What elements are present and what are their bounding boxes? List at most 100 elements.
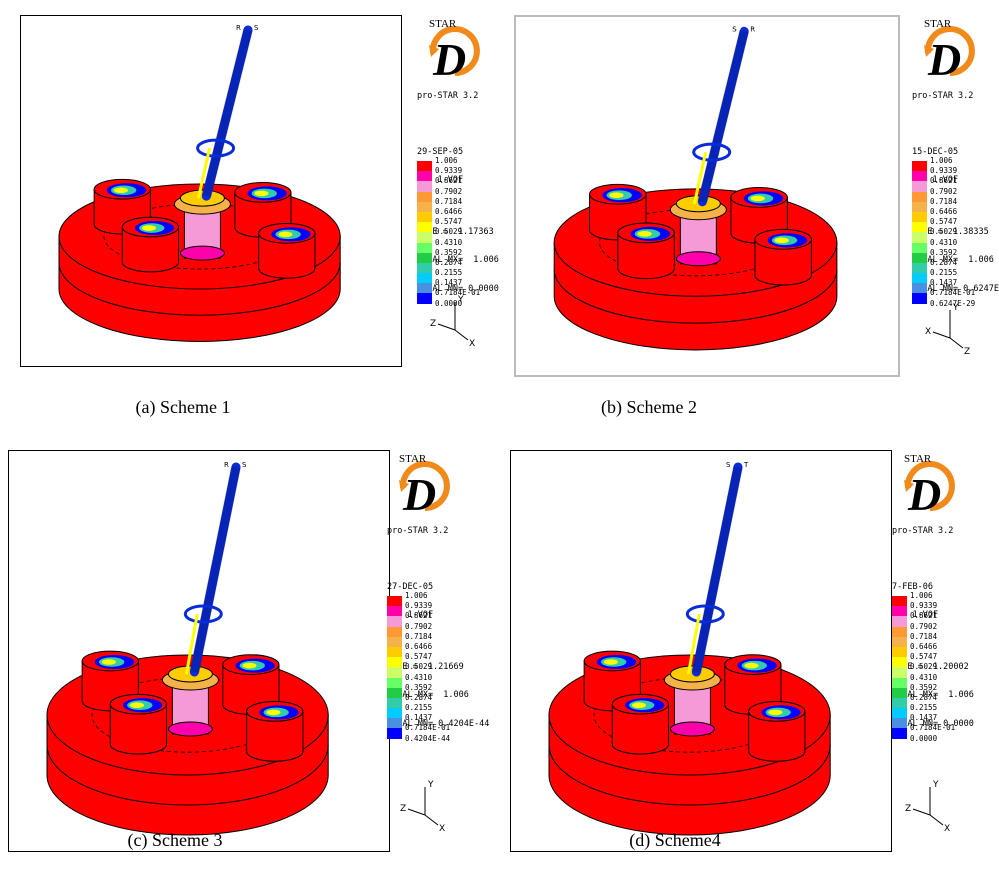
legend-swatch (417, 232, 432, 243)
legend-swatch (892, 646, 907, 658)
legend-swatch (387, 626, 402, 637)
legend-swatch (912, 232, 927, 243)
legend-value: 0.8621 (435, 176, 463, 186)
legend-swatch (892, 708, 907, 719)
legend-value: 0.6466 (910, 641, 938, 651)
legend-value: 0.8621 (910, 611, 938, 621)
legend-swatch (892, 626, 907, 637)
star-cd-logo-icon: STAR D (904, 453, 955, 520)
logo-word: STAR (399, 453, 427, 465)
version-label: pro-STAR 3.2 (417, 91, 479, 101)
legend-swatch (892, 728, 907, 739)
legend-value: 0.2155 (435, 268, 463, 278)
legend-value: 0.5747 (930, 217, 958, 227)
axis-label-left: Z (400, 804, 406, 814)
legend-swatch (417, 252, 432, 263)
legend-value: 0.2155 (405, 703, 433, 713)
legend-value: 0.4310 (910, 672, 938, 682)
rod-label-b: R (750, 25, 755, 33)
legend-value: 0.7184E-01 (910, 723, 956, 733)
axis-label-left: Z (905, 804, 911, 814)
figure-caption: (b) Scheme 2 (601, 397, 697, 417)
legend-value: 0.5029 (930, 227, 958, 237)
casting-geometry (548, 462, 831, 836)
logo-word: STAR (904, 453, 932, 465)
legend-value: 0.7184E-01 (435, 288, 481, 298)
legend-value: 0.3592 (930, 247, 958, 257)
legend-value: 0.3592 (435, 247, 463, 257)
rod-label-a: S (726, 461, 731, 469)
axis-label-left: Z (430, 319, 436, 329)
legend-swatch (912, 242, 927, 253)
time-label: TIME = 1.21669 (387, 661, 464, 672)
case-label: SC 1-VOF (387, 610, 434, 620)
legend-swatch (417, 262, 432, 274)
legend-swatch (417, 161, 432, 172)
casting-geometry (46, 462, 329, 836)
axis-triad-icon: Y Z X (430, 295, 475, 349)
legend-swatch (892, 687, 907, 698)
rod-label-a: S (732, 25, 737, 33)
axis-triad-icon: Y Z X (400, 780, 445, 834)
casting-geometry (58, 25, 341, 342)
legend-swatch (387, 718, 402, 729)
legend-value: 0.5029 (910, 662, 938, 672)
legend-swatch (912, 161, 927, 172)
legend-swatch (912, 201, 927, 212)
legend-swatch (417, 293, 432, 304)
axis-label-right: X (469, 339, 475, 349)
legend-value: 0.3592 (405, 682, 433, 692)
legend-value: 0.2874 (405, 692, 433, 702)
legend-value: 1.006 (910, 591, 933, 600)
legend-swatch (417, 181, 432, 192)
legend-swatch (912, 293, 927, 304)
legend-value: 0.8621 (930, 176, 958, 186)
legend-swatch (912, 171, 927, 182)
legend-swatch (387, 708, 402, 719)
axis-triad-icon: Y Z X (905, 780, 950, 834)
legend-swatch (417, 273, 432, 284)
figure-caption: (a) Scheme 1 (135, 397, 231, 417)
legend-value: 1.006 (930, 156, 953, 165)
axis-label-right: X (439, 824, 445, 834)
legend-swatch (417, 201, 432, 212)
legend-swatch (387, 728, 402, 739)
legend-swatch (912, 283, 927, 294)
local-max-label: LOCAL MX= 1.006 (387, 690, 469, 700)
legend-value: 0.7902 (435, 186, 463, 196)
legend-value: 0.1437 (405, 713, 433, 723)
date-label: 27-DEC-05 (387, 581, 434, 592)
date-label: 29-SEP-05 (417, 146, 464, 157)
legend-value: 0.6247E-29 (930, 298, 976, 308)
legend-swatch (892, 606, 907, 617)
legend-swatch (912, 262, 927, 274)
legend-swatch (387, 677, 402, 688)
legend-value: 0.0000 (435, 298, 463, 308)
legend-swatch (892, 697, 907, 709)
axis-triad-icon: Y X Z (925, 303, 970, 357)
legend-swatch (387, 596, 402, 607)
legend-value: 0.7184 (910, 631, 938, 641)
legend-value: 0.6466 (435, 206, 463, 216)
logo-word: STAR (429, 18, 457, 30)
legend-value: 0.4310 (930, 237, 958, 247)
legend-swatch (387, 687, 402, 698)
legend-value: 0.1437 (930, 278, 958, 288)
legend-value: 0.7902 (405, 621, 433, 631)
legend-swatch (387, 606, 402, 617)
legend-swatch (892, 636, 907, 647)
legend-swatch (912, 181, 927, 192)
legend-swatch (387, 657, 402, 668)
legend-swatch (387, 636, 402, 647)
axis-label-vertical: Y (427, 780, 434, 790)
legend-value: 0.9339 (435, 166, 463, 176)
legend-value: 0.7184 (435, 196, 463, 206)
legend-value: 0.8621 (405, 611, 433, 621)
legend-value: 0.7184 (405, 631, 433, 641)
legend-value: 0.5747 (435, 217, 463, 227)
